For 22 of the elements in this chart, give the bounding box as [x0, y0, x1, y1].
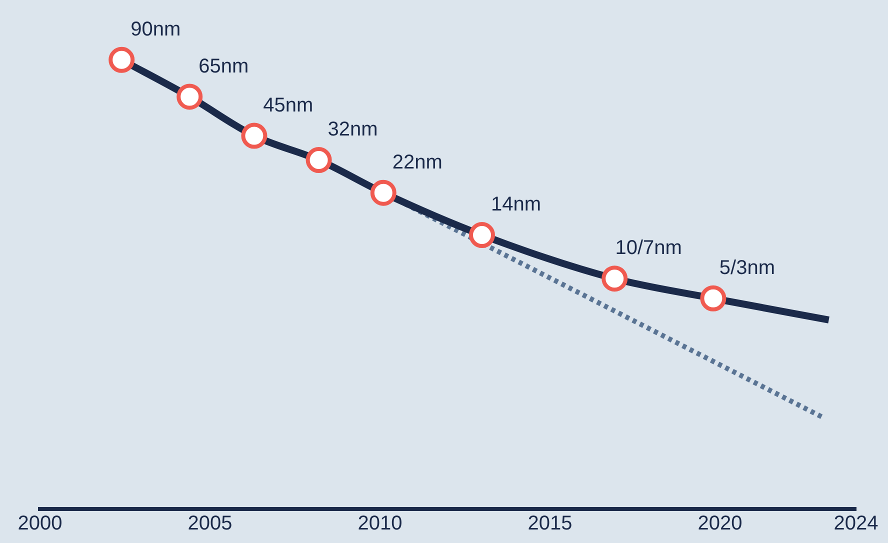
point — [469, 222, 495, 248]
x-tick-label: 2015 — [528, 512, 572, 535]
annotation: 10/7nm — [615, 237, 682, 260]
annotation: 5/3nm — [719, 256, 775, 279]
x-tick-label: 2005 — [188, 512, 232, 535]
x-tick-label: 2024 — [834, 512, 878, 535]
point — [108, 46, 135, 73]
annotation: 32nm — [328, 118, 378, 141]
annotation: 45nm — [263, 94, 314, 116]
point — [306, 147, 332, 174]
annotation: 65nm — [198, 55, 249, 78]
annotation: 90nm — [130, 18, 181, 40]
point — [370, 180, 396, 206]
annotation: 14nm — [490, 194, 542, 216]
x-tick-label: 2020 — [698, 512, 742, 535]
x-tick-label: 2000 — [18, 512, 62, 535]
point — [700, 285, 726, 312]
point — [602, 266, 628, 292]
point — [241, 122, 268, 149]
annotation: 22nm — [392, 151, 442, 174]
point — [176, 84, 203, 110]
x-tick-label: 2010 — [358, 512, 402, 535]
